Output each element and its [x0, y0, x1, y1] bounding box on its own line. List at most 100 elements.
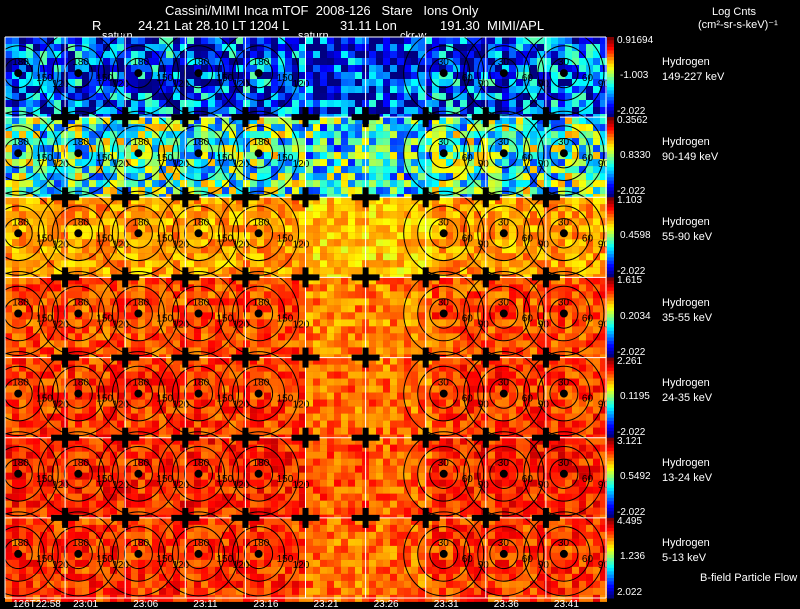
heatmap-cell	[215, 44, 222, 51]
heatmap-cell	[96, 347, 103, 355]
heatmap-cell	[320, 413, 327, 421]
heatmap-cell	[103, 347, 110, 355]
heatmap-cell	[495, 413, 502, 421]
heatmap-cell	[131, 131, 138, 139]
heatmap-cell	[495, 378, 502, 386]
heatmap-cell	[5, 107, 12, 114]
heatmap-cell	[439, 107, 446, 114]
heatmap-cell	[208, 260, 215, 268]
heatmap-cell	[530, 277, 537, 285]
heatmap-cell	[460, 86, 467, 93]
heatmap-cell	[586, 211, 593, 219]
heatmap-cell	[390, 180, 397, 188]
heatmap-cell	[271, 152, 278, 160]
heatmap-cell	[285, 298, 292, 306]
heatmap-cell	[117, 277, 124, 285]
heatmap-cell	[306, 399, 313, 407]
heatmap-cell	[334, 340, 341, 348]
heatmap-cell	[54, 187, 61, 195]
heatmap-cell	[586, 218, 593, 226]
heatmap-cell	[383, 86, 390, 93]
heatmap-cell	[411, 399, 418, 407]
heatmap-cell	[537, 340, 544, 348]
heatmap-cell	[292, 340, 299, 348]
heatmap-cell	[495, 291, 502, 299]
heatmap-cell	[54, 364, 61, 372]
heatmap-cell	[68, 204, 75, 212]
heatmap-cell	[453, 166, 460, 174]
heatmap-cell	[516, 51, 523, 58]
heatmap-cell	[173, 239, 180, 247]
heatmap-cell	[103, 399, 110, 407]
heatmap-cell	[47, 399, 54, 407]
heatmap-cell	[285, 72, 292, 79]
heatmap-cell	[502, 305, 509, 313]
heatmap-cell	[404, 166, 411, 174]
heatmap-cell	[292, 37, 299, 44]
heatmap-cell	[229, 107, 236, 114]
heatmap-cell	[474, 145, 481, 153]
heatmap-cell	[222, 385, 229, 393]
heatmap-cell	[334, 385, 341, 393]
heatmap-cell	[19, 399, 26, 407]
heatmap-cell	[495, 173, 502, 181]
heatmap-cell	[215, 58, 222, 65]
heatmap-cell	[229, 117, 236, 125]
heatmap-cell	[544, 260, 551, 268]
heatmap-cell	[124, 100, 131, 107]
heatmap-cell	[117, 232, 124, 240]
heatmap-cell	[12, 399, 19, 407]
heatmap-cell	[439, 79, 446, 86]
heatmap-cell	[404, 58, 411, 65]
heatmap-cell	[313, 124, 320, 132]
heatmap-cell	[558, 138, 565, 146]
heatmap-cell	[152, 86, 159, 93]
heatmap-cell	[383, 44, 390, 51]
heatmap-cell	[341, 218, 348, 226]
heatmap-cell	[201, 187, 208, 195]
heatmap-cell	[82, 173, 89, 181]
heatmap-cell	[453, 72, 460, 79]
heatmap-cell	[131, 166, 138, 174]
heatmap-cell	[397, 371, 404, 379]
heatmap-cell	[243, 406, 250, 414]
heatmap-cell	[236, 253, 243, 261]
heatmap-cell	[40, 58, 47, 65]
heatmap-cell	[341, 347, 348, 355]
heatmap-cell	[418, 93, 425, 100]
heatmap-cell	[523, 378, 530, 386]
heatmap-cell	[19, 385, 26, 393]
heatmap-cell	[355, 166, 362, 174]
heatmap-cell	[82, 385, 89, 393]
heatmap-cell	[439, 93, 446, 100]
heatmap-cell	[222, 152, 229, 160]
heatmap-cell	[404, 100, 411, 107]
heatmap-cell	[33, 239, 40, 247]
heatmap-cell	[348, 204, 355, 212]
heatmap-cell	[19, 152, 26, 160]
heatmap-cell	[572, 79, 579, 86]
heatmap-cell	[61, 260, 68, 268]
heatmap-cell	[201, 211, 208, 219]
heatmap-cell	[467, 347, 474, 355]
heatmap-cell	[201, 79, 208, 86]
heatmap-cell	[257, 117, 264, 125]
heatmap-cell	[26, 392, 33, 400]
heatmap-cell	[334, 413, 341, 421]
heatmap-cell	[313, 166, 320, 174]
heatmap-cell	[110, 340, 117, 348]
heatmap-cell	[418, 124, 425, 132]
heatmap-cell	[320, 180, 327, 188]
heatmap-cell	[488, 371, 495, 379]
heatmap-cell	[411, 58, 418, 65]
heatmap-cell	[453, 187, 460, 195]
heatmap-cell	[285, 347, 292, 355]
heatmap-cell	[320, 107, 327, 114]
heatmap-cell	[334, 187, 341, 195]
heatmap-cell	[26, 420, 33, 428]
heatmap-cell	[502, 180, 509, 188]
heatmap-cell	[418, 260, 425, 268]
heatmap-cell	[460, 378, 467, 386]
heatmap-cell	[453, 284, 460, 292]
heatmap-cell	[369, 371, 376, 379]
